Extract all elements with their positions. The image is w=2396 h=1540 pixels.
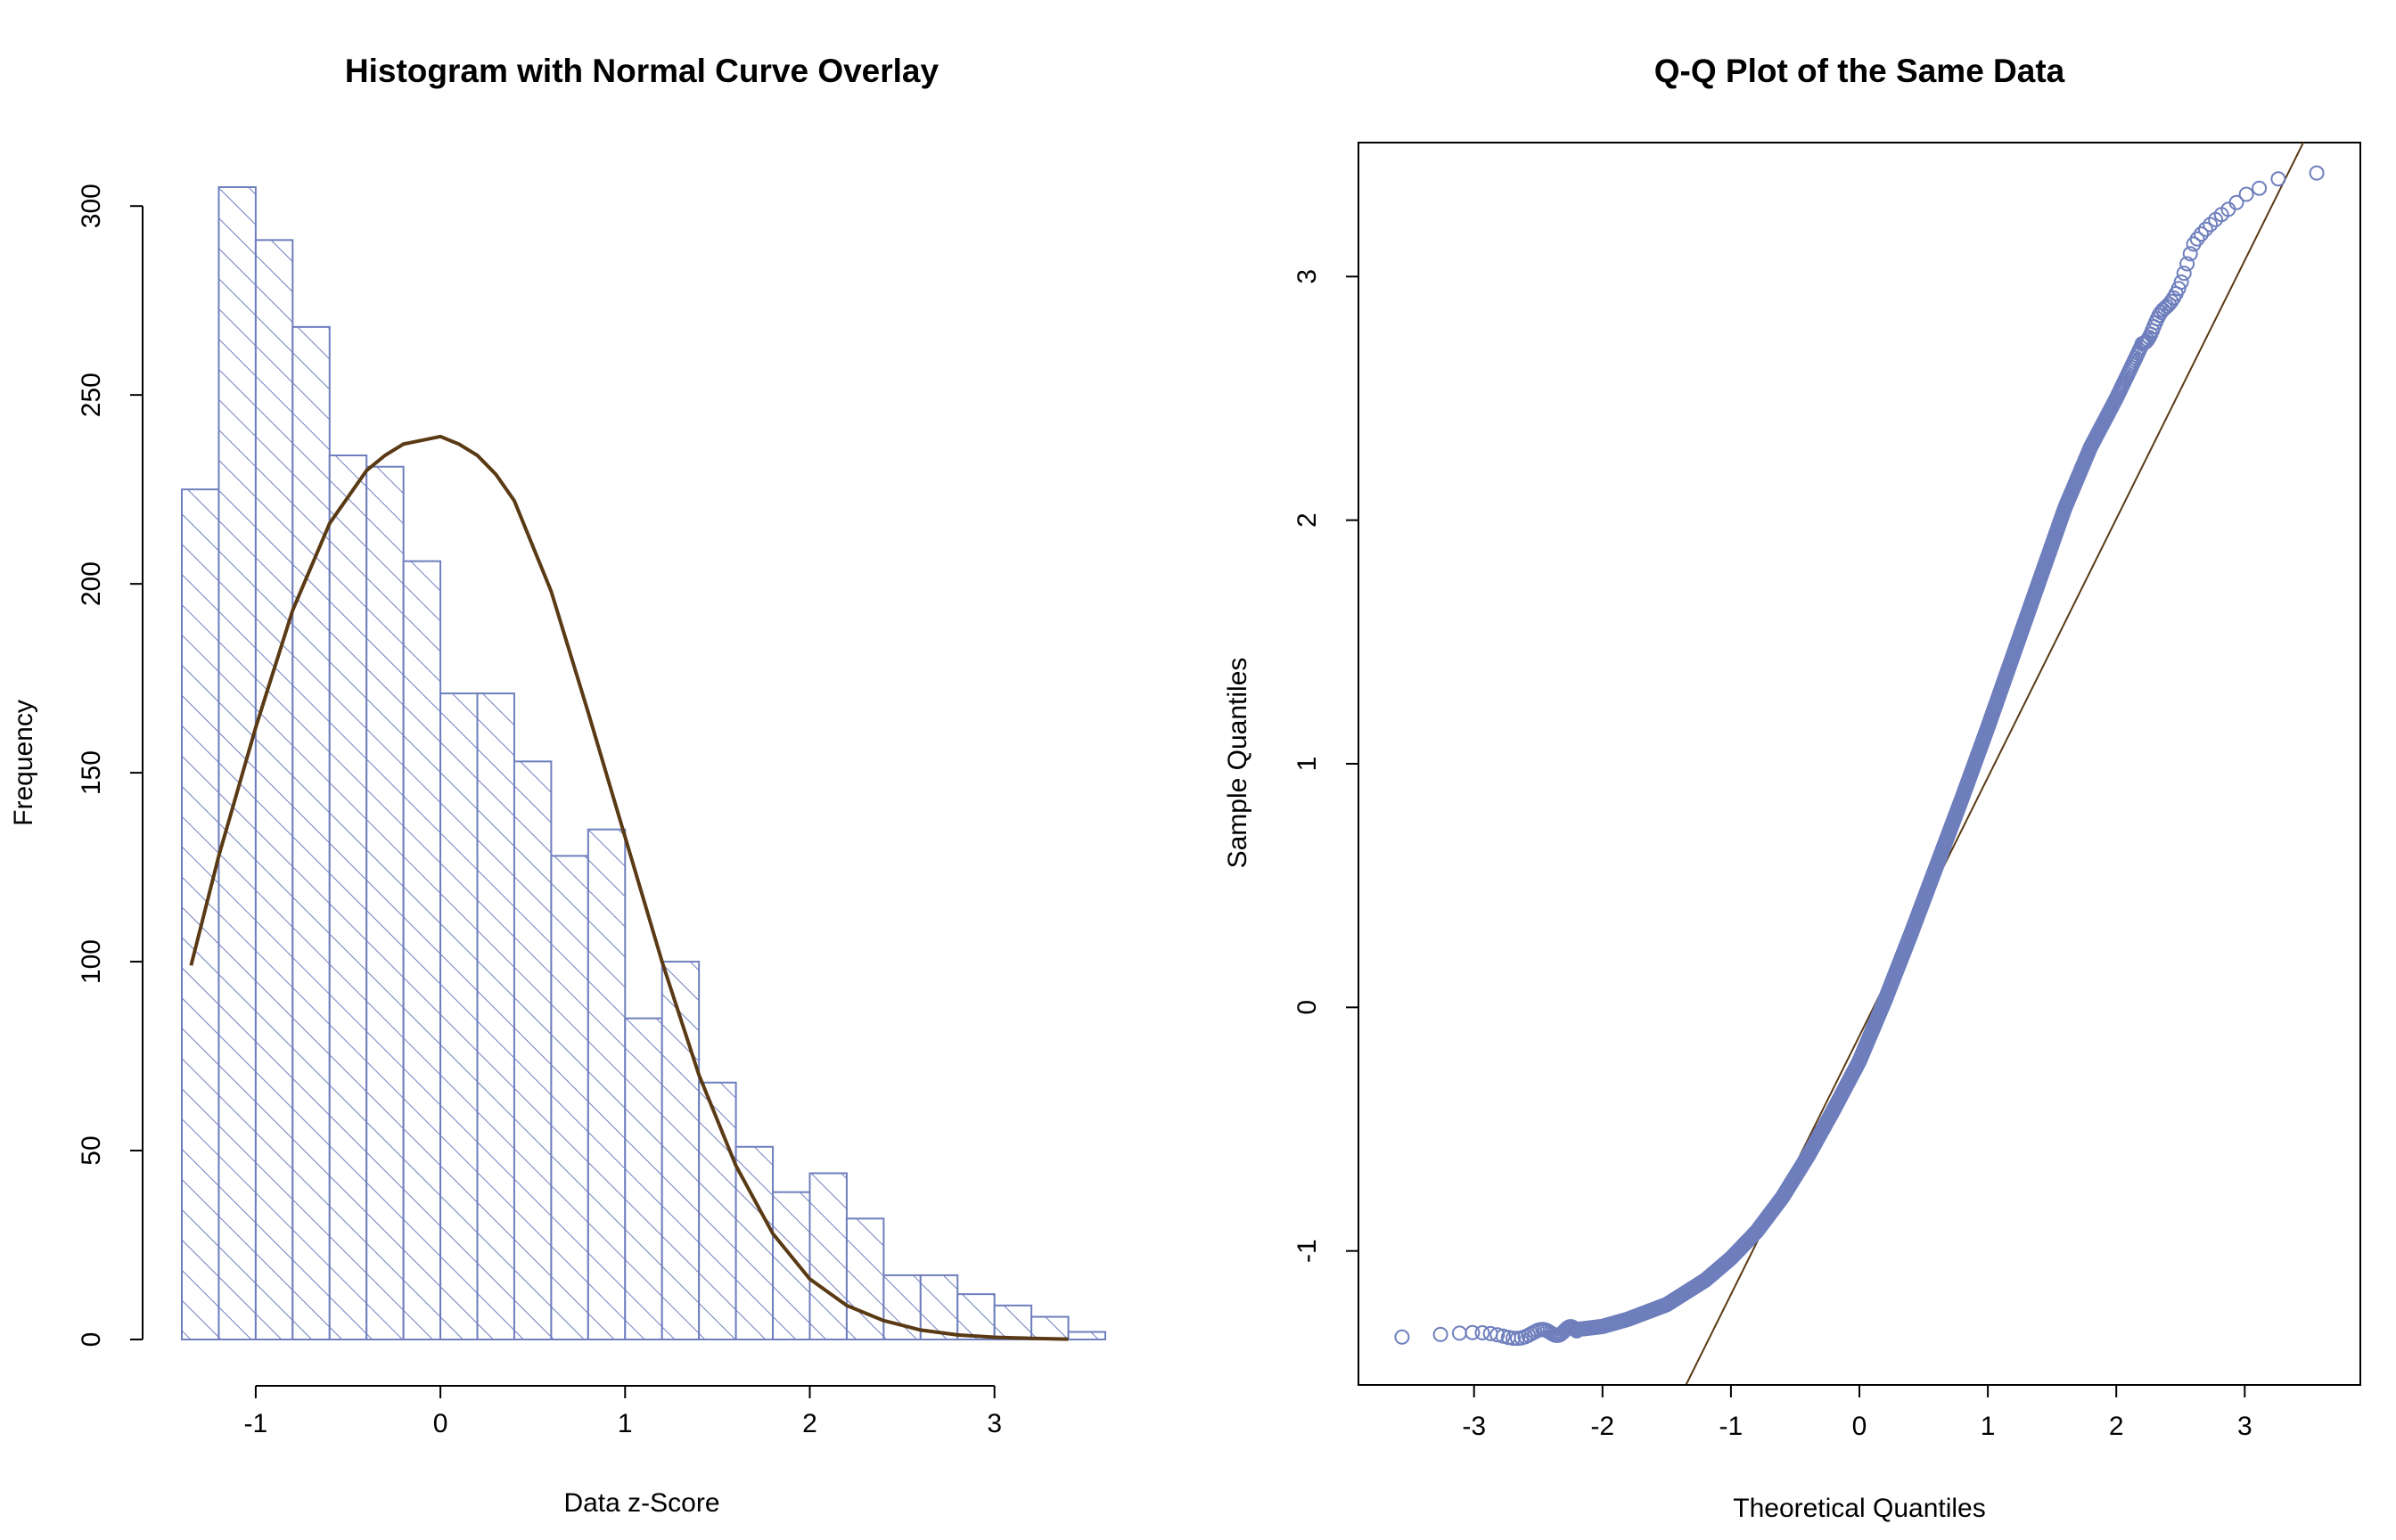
histogram-bar — [439, 692, 479, 1340]
qq-plot-panel: Q-Q Plot of the Same Data Theoretical Qu… — [1223, 53, 2361, 1523]
histogram-bar — [919, 1274, 959, 1341]
qq-point — [1394, 1329, 1410, 1345]
qq-point — [2194, 226, 2209, 242]
y-tick-label: 200 — [77, 561, 106, 606]
qq-point — [1474, 1325, 1490, 1340]
qq-point — [2176, 266, 2192, 282]
histogram-bar — [365, 465, 405, 1340]
qq-title: Q-Q Plot of the Same Data — [1654, 53, 2065, 89]
histogram-bar — [808, 1172, 848, 1341]
histogram-bar — [476, 692, 515, 1340]
histogram-bar — [1030, 1315, 1070, 1341]
x-tick-label: 1 — [618, 1409, 633, 1438]
qq-x-axis: -3 -2 -1 0 1 2 3 — [1462, 1384, 2252, 1441]
normal-curve-layer — [189, 434, 1069, 1341]
histogram-bar — [402, 560, 442, 1340]
qq-point — [2163, 293, 2179, 309]
histogram-bar — [624, 1017, 663, 1341]
histogram-bar — [291, 325, 331, 1341]
qq-point — [2170, 281, 2187, 297]
histogram-bar — [956, 1293, 996, 1341]
histogram-x-axis: -1 0 1 2 3 — [244, 1385, 1002, 1438]
x-tick-label: -1 — [244, 1409, 268, 1438]
y-tick-label: 0 — [77, 1332, 106, 1348]
qq-point — [1465, 1324, 1481, 1340]
y-tick-label: 1 — [1292, 757, 1322, 772]
qq-point — [2309, 165, 2325, 181]
qq-y-axis-label: Sample Quantiles — [1223, 658, 1252, 869]
x-tick-label: 3 — [987, 1409, 1002, 1438]
histogram-bar — [1067, 1331, 1107, 1341]
histogram-bar — [845, 1217, 885, 1340]
histogram-bar — [181, 488, 220, 1340]
qq-points — [1394, 165, 2325, 1347]
qq-point — [2203, 217, 2219, 233]
y-tick-label: 100 — [77, 939, 106, 984]
y-tick-label: 300 — [77, 184, 106, 228]
histogram-bar — [661, 961, 701, 1340]
x-tick-label: 2 — [802, 1409, 817, 1438]
qq-point — [1451, 1325, 1467, 1341]
x-tick-label: 2 — [2109, 1412, 2124, 1441]
y-tick-label: 3 — [1292, 269, 1322, 284]
x-tick-label: 0 — [433, 1409, 448, 1438]
histogram-bar — [550, 855, 589, 1340]
y-tick-label: 0 — [1292, 1000, 1322, 1015]
x-tick-label: 1 — [1981, 1412, 1996, 1441]
qq-point — [2197, 221, 2213, 237]
histogram-y-axis: 0 50 100 150 200 250 300 — [77, 184, 144, 1348]
x-tick-label: -1 — [1719, 1412, 1744, 1441]
y-tick-label: -1 — [1292, 1239, 1322, 1263]
qq-y-axis: -1 0 1 2 3 — [1292, 269, 1358, 1263]
qq-x-axis-label: Theoretical Quantiles — [1733, 1494, 1985, 1523]
y-tick-label: 250 — [77, 373, 106, 417]
qq-point — [2238, 186, 2254, 202]
y-tick-label: 50 — [77, 1135, 106, 1165]
histogram-title: Histogram with Normal Curve Overlay — [345, 53, 940, 89]
qq-point — [1489, 1327, 1506, 1343]
x-tick-label: 3 — [2237, 1412, 2252, 1441]
qq-point — [2189, 231, 2205, 247]
qq-point — [2252, 180, 2268, 196]
qq-point — [1506, 1331, 1522, 1347]
histogram-bar — [587, 828, 627, 1340]
qq-point — [2182, 246, 2198, 262]
histogram-bar — [513, 760, 553, 1340]
qq-point — [1432, 1326, 1448, 1342]
normal-curve — [189, 434, 1069, 1341]
histogram-bar — [254, 239, 294, 1340]
y-tick-label: 150 — [77, 750, 106, 795]
histogram-bars — [181, 186, 1107, 1341]
qq-point — [2228, 194, 2244, 210]
x-tick-label: 0 — [1852, 1412, 1867, 1441]
histogram-bar — [772, 1191, 811, 1340]
y-tick-label: 2 — [1292, 512, 1322, 528]
histogram-bar — [698, 1081, 737, 1341]
histogram-y-axis-label: Frequency — [9, 700, 38, 826]
histogram-bar — [217, 186, 257, 1340]
qq-point — [2179, 256, 2195, 272]
qq-point — [2173, 274, 2189, 290]
qq-point — [2270, 171, 2286, 187]
histogram-bar — [993, 1304, 1033, 1341]
x-tick-label: -2 — [1590, 1412, 1614, 1441]
x-tick-label: -3 — [1462, 1412, 1486, 1441]
histogram-bar — [328, 454, 368, 1340]
histogram-panel: Histogram with Normal Curve Overlay Data… — [9, 53, 1107, 1518]
histogram-x-axis-label: Data z-Score — [563, 1488, 719, 1518]
